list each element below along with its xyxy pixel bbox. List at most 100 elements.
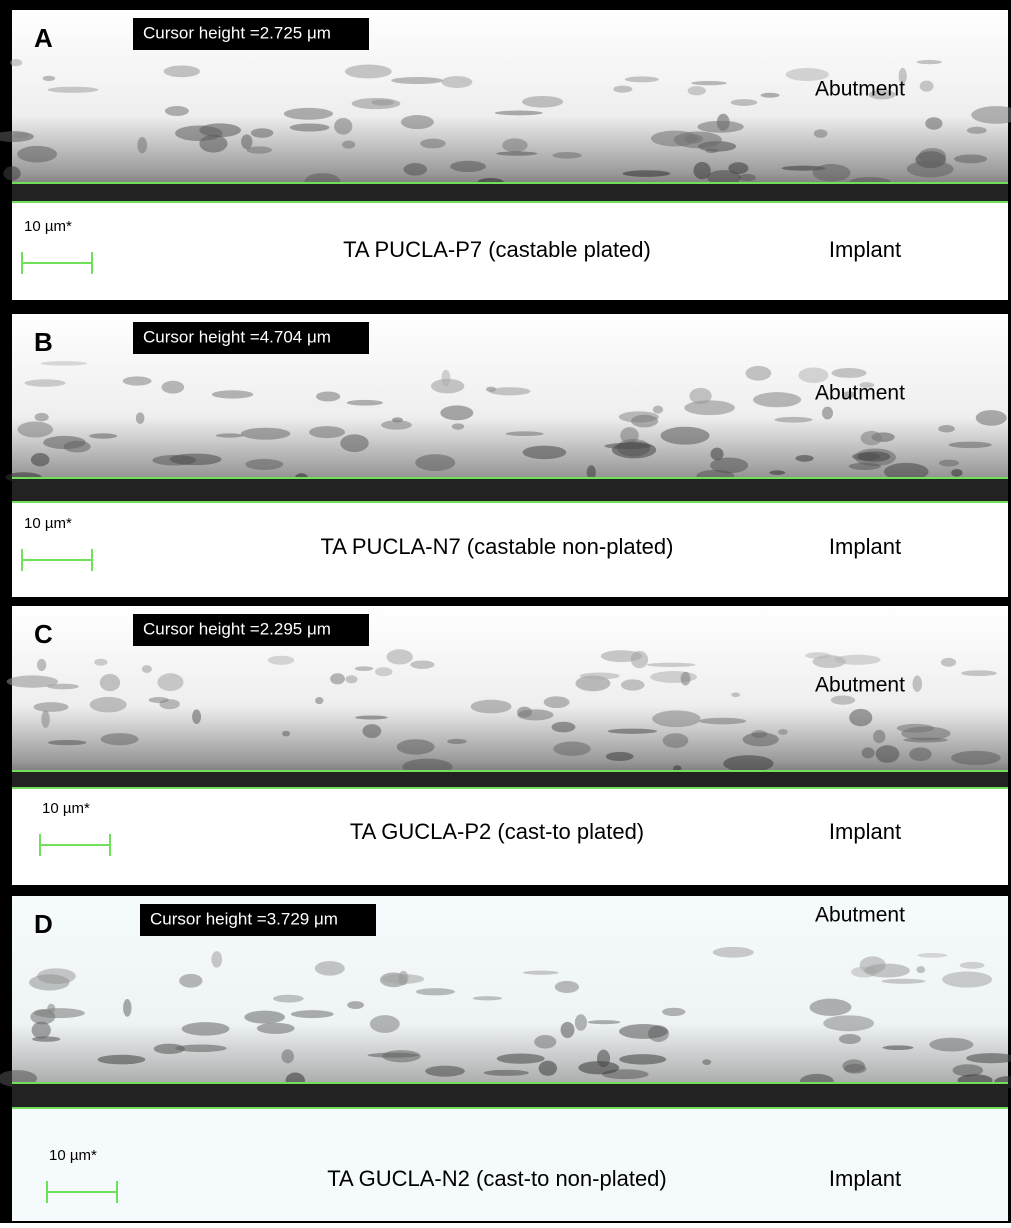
sem-texture bbox=[588, 1020, 621, 1024]
scale-label: 10 µm* bbox=[24, 218, 72, 235]
sem-texture bbox=[697, 121, 743, 133]
sem-texture bbox=[961, 670, 997, 676]
sem-texture bbox=[175, 125, 223, 141]
sem-texture bbox=[606, 752, 634, 761]
sem-texture bbox=[941, 658, 956, 667]
sem-texture bbox=[778, 729, 788, 735]
sem-texture bbox=[362, 724, 381, 738]
scale-label: 10 µm* bbox=[42, 800, 90, 817]
sem-texture bbox=[822, 407, 833, 420]
sem-texture bbox=[713, 947, 754, 958]
sem-texture bbox=[137, 137, 147, 153]
sem-texture bbox=[315, 697, 323, 704]
sem-texture bbox=[473, 996, 503, 1000]
sem-texture bbox=[37, 659, 46, 671]
sem-texture bbox=[743, 733, 779, 747]
sem-texture bbox=[916, 966, 925, 973]
sem-texture bbox=[334, 118, 352, 135]
sem-texture bbox=[580, 673, 620, 680]
sem-texture bbox=[823, 1015, 874, 1031]
sem-texture bbox=[42, 76, 55, 81]
sem-texture bbox=[502, 138, 527, 152]
sem-texture bbox=[100, 674, 120, 691]
implant-label: Implant bbox=[829, 237, 901, 262]
sem-texture bbox=[347, 1001, 364, 1009]
sem-texture bbox=[849, 709, 872, 726]
sem-texture bbox=[951, 751, 1001, 765]
sem-texture bbox=[24, 379, 65, 386]
sem-texture bbox=[175, 1045, 227, 1053]
sem-texture bbox=[7, 675, 58, 687]
sem-texture bbox=[425, 1066, 465, 1077]
sem-texture bbox=[897, 724, 935, 733]
sem-texture bbox=[192, 709, 201, 724]
sem-texture bbox=[410, 660, 434, 668]
sem-texture bbox=[960, 962, 985, 969]
sem-texture bbox=[17, 146, 57, 163]
sem-texture bbox=[775, 417, 813, 423]
scale-label: 10 µm* bbox=[49, 1147, 97, 1164]
sem-texture bbox=[731, 693, 740, 698]
panel: DCursor height =3.729 μmAbutment10 µm*TA… bbox=[0, 896, 1011, 1221]
sem-texture bbox=[471, 700, 512, 714]
gap-band bbox=[12, 183, 1008, 202]
sem-texture bbox=[211, 951, 222, 968]
sem-texture bbox=[619, 1024, 668, 1039]
sem-texture bbox=[689, 388, 711, 404]
sem-texture bbox=[661, 427, 710, 445]
sem-texture bbox=[506, 431, 544, 436]
sem-texture bbox=[47, 87, 98, 93]
gap-band bbox=[12, 771, 1008, 788]
sem-texture bbox=[976, 410, 1007, 426]
sem-texture bbox=[142, 665, 152, 673]
sem-texture bbox=[13, 132, 29, 138]
sem-texture bbox=[539, 1061, 557, 1076]
sem-texture bbox=[561, 1022, 575, 1038]
sem-texture bbox=[810, 999, 852, 1016]
sem-texture bbox=[631, 415, 658, 428]
sem-texture bbox=[355, 666, 373, 671]
sem-texture bbox=[340, 434, 368, 452]
sem-texture bbox=[345, 65, 392, 79]
abutment-label: Abutment bbox=[815, 382, 905, 405]
implant-label: Implant bbox=[829, 534, 901, 559]
sem-texture bbox=[834, 655, 880, 665]
sem-texture bbox=[523, 446, 567, 460]
sem-texture bbox=[330, 673, 345, 684]
sem-texture bbox=[123, 376, 152, 385]
sem-texture bbox=[552, 722, 576, 733]
sem-texture bbox=[544, 696, 570, 708]
sem-texture bbox=[41, 711, 49, 728]
abutment-label: Abutment bbox=[815, 78, 905, 101]
sem-texture bbox=[447, 739, 467, 744]
sem-texture bbox=[3, 166, 20, 180]
sem-texture bbox=[94, 659, 107, 666]
sem-texture bbox=[705, 148, 717, 153]
sem-texture bbox=[723, 755, 773, 772]
sem-texture bbox=[157, 673, 183, 691]
sem-texture bbox=[625, 76, 659, 82]
sem-texture bbox=[441, 76, 472, 88]
sem-texture bbox=[647, 663, 696, 667]
sem-texture bbox=[101, 733, 139, 745]
sem-texture bbox=[862, 747, 875, 758]
sem-texture bbox=[316, 391, 340, 401]
sem-texture bbox=[553, 742, 590, 756]
panel-letter: C bbox=[34, 619, 53, 649]
sem-texture bbox=[381, 420, 412, 429]
sem-texture bbox=[903, 738, 948, 743]
sem-texture bbox=[753, 392, 801, 407]
sem-texture bbox=[136, 412, 145, 424]
sem-texture bbox=[397, 739, 435, 754]
sem-texture bbox=[881, 979, 925, 984]
sem-texture bbox=[416, 988, 455, 995]
sem-texture bbox=[404, 163, 427, 176]
sem-texture bbox=[216, 433, 243, 437]
sem-texture bbox=[31, 453, 50, 466]
sem-texture bbox=[917, 60, 942, 64]
sem-texture bbox=[347, 400, 383, 406]
sem-texture bbox=[273, 995, 304, 1003]
gap-band bbox=[12, 478, 1008, 502]
sem-texture bbox=[849, 463, 881, 470]
sem-texture bbox=[290, 123, 330, 131]
